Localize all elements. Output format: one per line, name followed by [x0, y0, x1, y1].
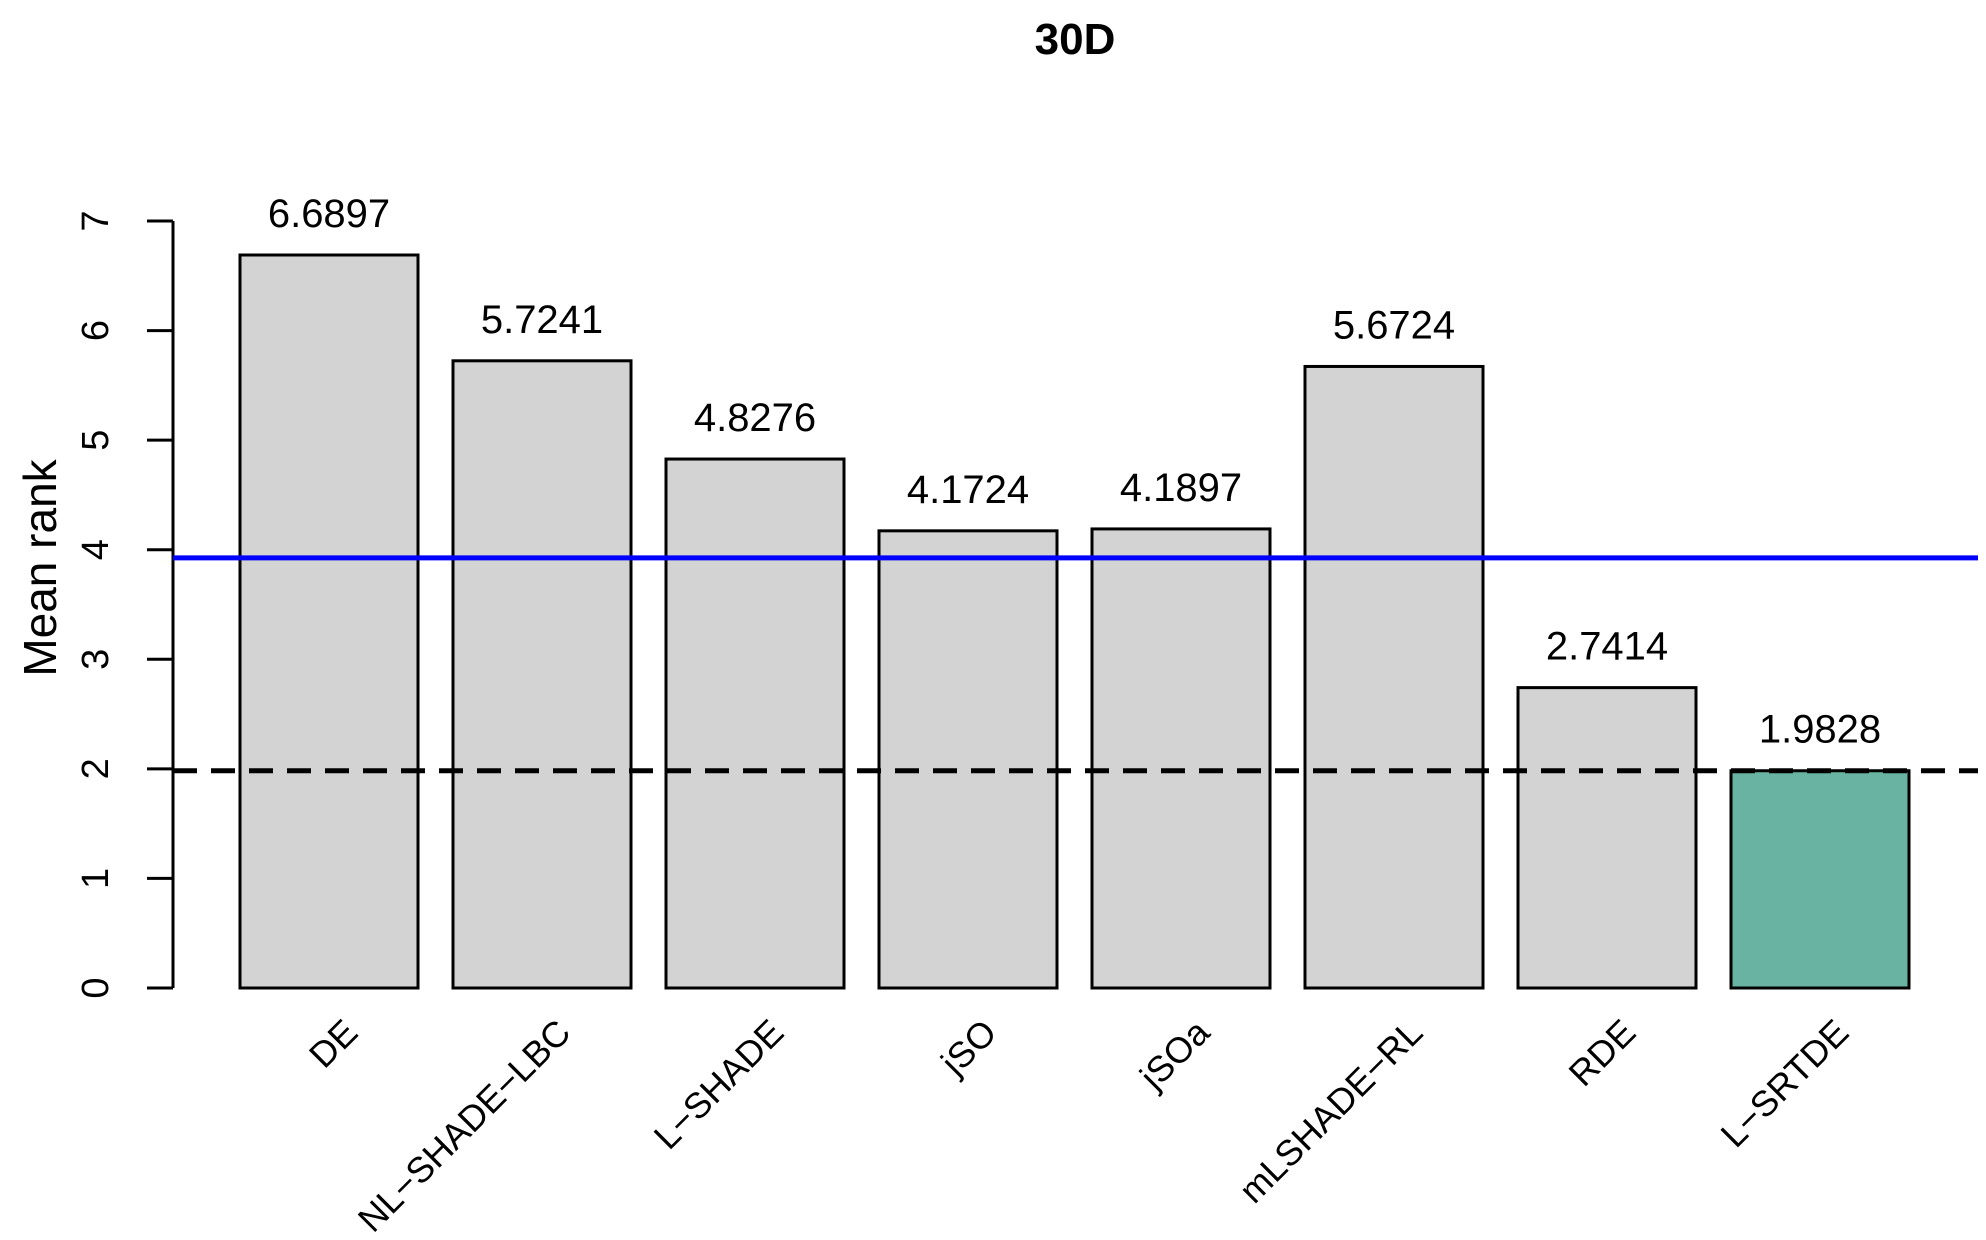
bar: [451, 359, 633, 990]
y-tick-label: 0: [75, 977, 117, 998]
x-tick-label: L−SRTDE: [1712, 1011, 1856, 1155]
data-label: 5.7241: [481, 298, 603, 342]
data-label: 6.6897: [268, 192, 390, 236]
x-tick-label: NL−SHADE−LBC: [350, 1011, 578, 1239]
x-tick-label: jSO: [932, 1011, 1004, 1083]
y-tick-label: 1: [75, 868, 117, 889]
y-tick-label: 2: [75, 758, 117, 779]
x-tick-label: DE: [301, 1011, 365, 1075]
y-tick-label: 7: [75, 210, 117, 231]
data-label: 4.8276: [694, 396, 816, 440]
data-label: 4.1897: [1120, 466, 1242, 510]
x-tick-label: mLSHADE−RL: [1231, 1011, 1430, 1210]
reference-lines: [173, 555, 1978, 774]
x-tick-label: RDE: [1561, 1011, 1644, 1094]
x-tick-label: jSOa: [1131, 1011, 1218, 1098]
bar: [1090, 527, 1272, 990]
value-labels: 6.6897 5.7241 4.8276 4.1724 4.1897 5.6724 2.74…: [268, 192, 1881, 752]
x-tick-label: L−SHADE: [646, 1011, 792, 1157]
bar: [1516, 686, 1698, 990]
data-label: 4.1724: [907, 468, 1029, 512]
bar: [877, 529, 1059, 990]
data-label: 1.9828: [1759, 708, 1881, 752]
bar: [1729, 769, 1911, 990]
data-label: 5.6724: [1333, 303, 1455, 347]
y-tick-label: 6: [75, 320, 117, 341]
y-axis: 0 1 2 3 4 5 6 7: [75, 210, 175, 999]
bar: [664, 457, 846, 990]
bars: [238, 253, 1911, 990]
data-label: 2.7414: [1546, 625, 1668, 669]
y-axis-label: Mean rank: [14, 458, 66, 676]
y-tick-label: 5: [75, 430, 117, 451]
y-tick-label: 3: [75, 649, 117, 670]
bar: [1303, 364, 1485, 990]
y-tick-label: 4: [75, 539, 117, 560]
chart-title: 30D: [1035, 15, 1116, 64]
bar: [238, 253, 420, 990]
